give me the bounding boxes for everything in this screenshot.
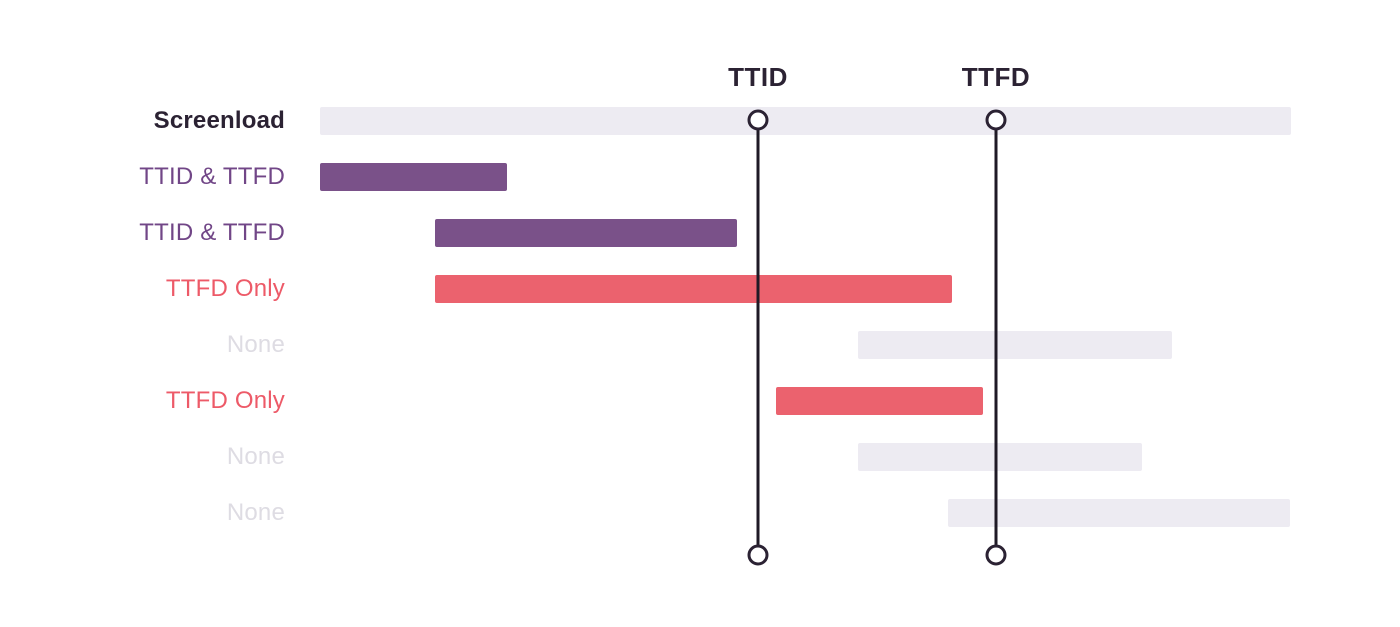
span-bar-7-none	[858, 443, 1142, 471]
row-label-1: Screenload	[153, 107, 285, 134]
ttfd-marker-label: TTFD	[961, 62, 1031, 92]
row-label-6: TTFD Only	[165, 387, 285, 414]
span-bar-5-none	[858, 331, 1172, 359]
span-bar-3-both	[435, 219, 737, 247]
span-bar-6-ttfd	[776, 387, 983, 415]
span-bar-4-ttfd	[435, 275, 952, 303]
ttid-marker-bottom-circle	[747, 544, 769, 566]
ttid-marker-top-circle	[747, 109, 769, 131]
row-label-7: None	[226, 443, 285, 470]
row-label-8: None	[226, 499, 285, 526]
ttid-marker-label: TTID	[728, 62, 788, 92]
span-bar-8-none	[948, 499, 1290, 527]
row-label-5: None	[226, 331, 285, 358]
span-bar-2-both	[320, 163, 507, 191]
ttfd-marker-bottom-circle	[985, 544, 1007, 566]
row-label-4: TTFD Only	[165, 275, 285, 302]
row-label-2: TTID & TTFD	[139, 163, 285, 190]
span-bar-1-screenload	[320, 107, 1291, 135]
row-label-3: TTID & TTFD	[139, 219, 285, 246]
ttfd-marker-line	[994, 120, 998, 555]
ttid-marker-line	[756, 120, 760, 555]
ttfd-marker-top-circle	[985, 109, 1007, 131]
